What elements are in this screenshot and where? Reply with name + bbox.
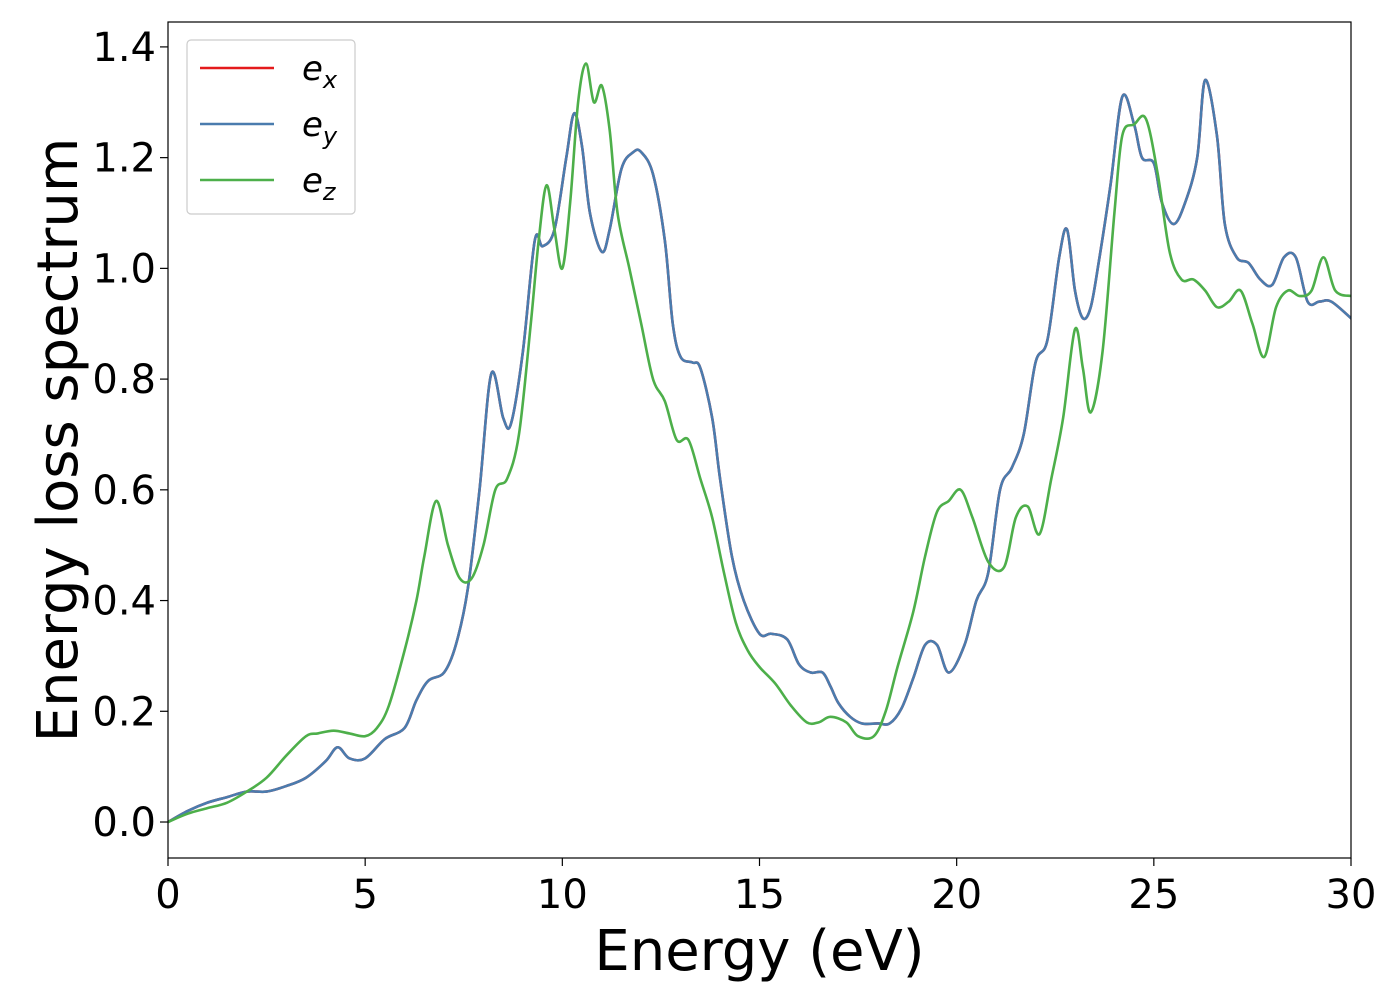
y-tick-label: 0.2 (92, 689, 156, 735)
y-tick-label: 0.4 (92, 579, 156, 625)
y-tick-label: 0.6 (92, 468, 156, 514)
x-tick-label: 10 (537, 872, 588, 918)
y-tick-label: 0.0 (92, 800, 156, 846)
x-tick-label: 0 (155, 872, 180, 918)
y-tick-label: 1.2 (92, 136, 156, 182)
x-tick-label: 15 (734, 872, 785, 918)
x-tick-label: 30 (1326, 872, 1377, 918)
y-axis: 0.0 0.2 0.4 0.6 0.8 1.0 1.2 1.4 (92, 25, 168, 846)
series-line-ez (168, 62, 1351, 824)
y-axis-title: Energy loss spectrum (26, 138, 91, 743)
y-tick-label: 1.4 (92, 25, 156, 71)
y-tick-label: 0.8 (92, 357, 156, 403)
x-tick-label: 5 (352, 872, 377, 918)
x-axis-title: Energy (eV) (594, 919, 924, 984)
series-layer (168, 62, 1351, 824)
x-tick-label: 20 (931, 872, 982, 918)
x-tick-label: 25 (1128, 872, 1179, 918)
legend-box (186, 39, 356, 215)
y-tick-label: 1.0 (92, 246, 156, 292)
x-axis: 0 5 10 15 20 25 30 (155, 858, 1376, 918)
